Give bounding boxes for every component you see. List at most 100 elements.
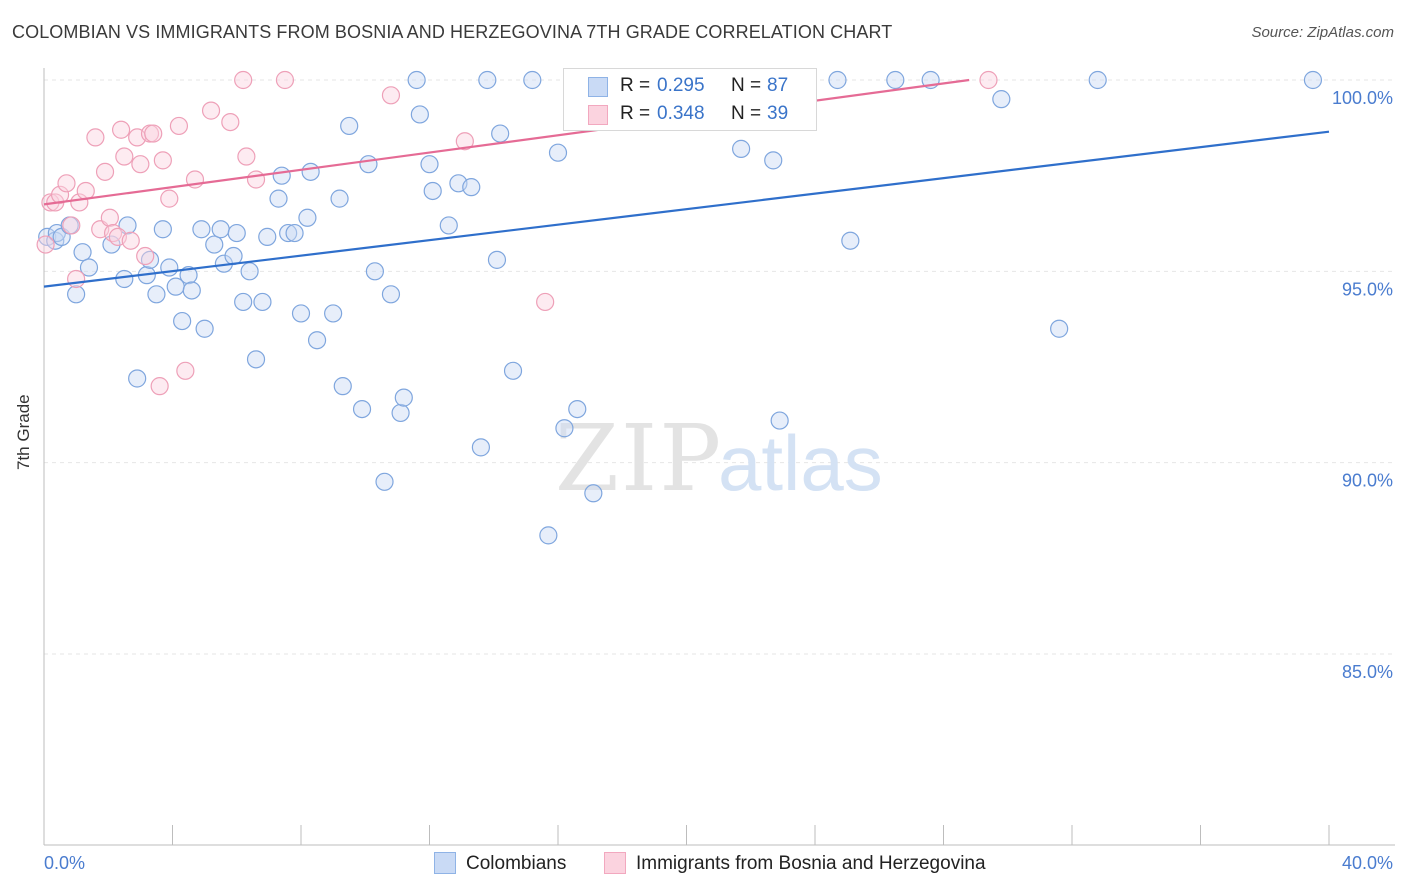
data-point <box>548 143 568 162</box>
legend-n-label: N = <box>731 75 762 96</box>
data-point <box>147 285 166 304</box>
data-point <box>536 292 555 312</box>
data-point <box>1303 70 1323 90</box>
data-point <box>420 155 439 174</box>
svg-text:atlas: atlas <box>718 419 883 507</box>
data-point <box>841 231 860 250</box>
legend-label-bosnia: Immigrants from Bosnia and Herzegovina <box>636 853 986 874</box>
data-point <box>253 292 272 312</box>
data-point <box>352 399 372 419</box>
data-point <box>179 266 198 285</box>
legend-row-colombians: R = 0.295 N = 87 <box>564 73 816 101</box>
data-point <box>340 116 359 136</box>
data-point <box>455 132 474 151</box>
legend-swatch-blue <box>434 852 456 874</box>
data-point <box>121 231 140 250</box>
data-point <box>394 388 413 407</box>
source-note: Source: ZipAtlas.com <box>1251 24 1394 41</box>
data-point <box>57 174 76 193</box>
y-tick-label: 95.0% <box>1342 279 1393 299</box>
data-point <box>269 189 288 208</box>
data-point <box>246 170 266 189</box>
data-point <box>227 223 246 243</box>
series-bosnia <box>36 70 998 396</box>
trend-line-colombians <box>43 130 1330 288</box>
data-point <box>381 86 401 105</box>
data-point <box>237 147 256 166</box>
data-point <box>828 70 847 90</box>
data-point <box>111 120 131 139</box>
data-point <box>150 377 169 396</box>
data-point <box>1088 70 1107 90</box>
data-point <box>333 377 352 396</box>
data-point <box>128 369 147 388</box>
data-point <box>234 292 253 312</box>
data-point <box>279 223 298 243</box>
data-point <box>160 258 179 277</box>
data-point <box>423 181 442 201</box>
data-point <box>67 269 86 289</box>
data-point <box>169 116 189 136</box>
data-point <box>307 331 327 350</box>
data-point <box>407 70 426 90</box>
data-point <box>95 162 115 181</box>
data-point <box>176 361 195 380</box>
data-point <box>195 319 214 338</box>
legend-row-bosnia: R = 0.348 N = 39 <box>564 101 816 129</box>
data-point <box>246 350 266 369</box>
y-tick-labels: 85.0% 90.0% 95.0% 100.0% <box>1332 88 1393 682</box>
y-tick-label: 85.0% <box>1342 662 1393 682</box>
data-point <box>115 269 134 289</box>
data-point <box>298 208 317 227</box>
data-point <box>301 162 320 181</box>
legend-r-value: 0.348 <box>657 103 705 124</box>
data-point <box>36 235 55 254</box>
data-point <box>375 472 394 491</box>
data-point <box>275 70 295 90</box>
data-point <box>1050 319 1069 338</box>
y-tick-label: 90.0% <box>1342 471 1393 491</box>
data-point <box>221 112 240 132</box>
data-point <box>153 151 172 170</box>
data-point <box>240 262 259 281</box>
data-point <box>391 403 410 423</box>
data-point <box>258 227 277 246</box>
data-point <box>136 246 155 266</box>
chart-title: COLOMBIAN VS IMMIGRANTS FROM BOSNIA AND … <box>12 22 893 42</box>
data-point <box>770 411 789 430</box>
data-point <box>381 285 401 304</box>
data-point <box>487 250 507 269</box>
data-point <box>153 220 172 239</box>
data-point <box>182 281 201 300</box>
data-point <box>291 304 311 323</box>
legend-r-value: 0.295 <box>657 75 705 96</box>
x-tick-label: 0.0% <box>44 853 85 873</box>
data-point <box>478 70 497 90</box>
data-point <box>173 311 192 331</box>
data-point <box>285 223 304 243</box>
data-point <box>568 399 587 419</box>
data-point <box>67 285 86 304</box>
data-point <box>365 262 384 281</box>
legend-swatch-pink <box>604 852 626 874</box>
data-point <box>201 101 221 120</box>
stats-legend: R = 0.295 N = 87 R = 0.348 N = 39 <box>563 68 817 131</box>
data-point <box>979 70 998 90</box>
data-point <box>131 155 150 174</box>
data-point <box>330 189 349 208</box>
data-point <box>79 258 99 277</box>
data-point <box>234 70 253 90</box>
data-point <box>62 216 81 235</box>
data-point <box>359 155 378 174</box>
data-point <box>584 484 603 503</box>
legend-r-label: R = <box>620 103 651 124</box>
trend-line-bosnia <box>43 78 970 206</box>
legend-n-label: N = <box>731 103 762 124</box>
data-point <box>410 105 429 124</box>
data-point <box>205 235 224 254</box>
x-tick-label: 40.0% <box>1342 853 1393 873</box>
data-point <box>555 419 574 438</box>
data-point <box>115 147 134 166</box>
data-point <box>144 124 163 143</box>
